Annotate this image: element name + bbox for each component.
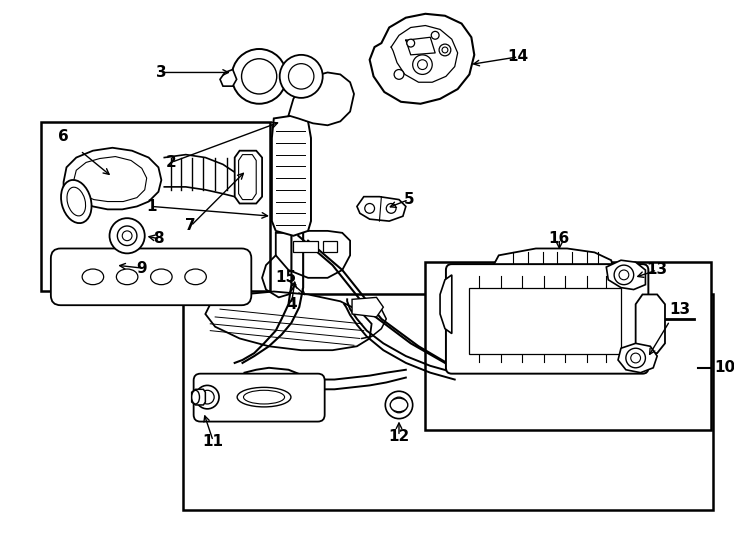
Circle shape — [365, 204, 374, 213]
Bar — [323, 241, 338, 252]
Bar — [41, 123, 270, 291]
Text: 1: 1 — [146, 199, 157, 214]
Ellipse shape — [117, 269, 138, 285]
FancyBboxPatch shape — [446, 264, 648, 374]
Text: 14: 14 — [508, 49, 529, 64]
Circle shape — [439, 44, 451, 56]
Bar — [183, 294, 713, 510]
Text: 9: 9 — [137, 260, 147, 275]
Ellipse shape — [82, 269, 103, 285]
Ellipse shape — [150, 269, 172, 285]
Ellipse shape — [244, 390, 285, 404]
Text: 10: 10 — [714, 360, 734, 375]
Text: 15: 15 — [275, 271, 296, 285]
Circle shape — [631, 353, 641, 363]
Ellipse shape — [185, 269, 206, 285]
Circle shape — [195, 386, 219, 409]
Polygon shape — [276, 231, 350, 278]
Text: 16: 16 — [549, 231, 570, 246]
Ellipse shape — [61, 180, 92, 223]
Text: 6: 6 — [58, 129, 69, 144]
Circle shape — [280, 55, 323, 98]
Polygon shape — [440, 275, 452, 334]
Bar — [426, 262, 711, 430]
Text: 3: 3 — [156, 65, 167, 80]
Polygon shape — [235, 151, 262, 204]
Ellipse shape — [67, 187, 86, 216]
Polygon shape — [357, 197, 406, 221]
Polygon shape — [352, 298, 383, 317]
Text: 12: 12 — [388, 429, 410, 444]
Polygon shape — [192, 389, 206, 405]
Text: 4: 4 — [286, 296, 297, 312]
Polygon shape — [272, 116, 311, 236]
Polygon shape — [606, 260, 645, 289]
Polygon shape — [206, 292, 371, 350]
Text: 13: 13 — [647, 262, 668, 278]
Circle shape — [386, 204, 396, 213]
Circle shape — [391, 397, 407, 413]
Text: 7: 7 — [186, 219, 196, 233]
Polygon shape — [288, 72, 354, 125]
FancyBboxPatch shape — [194, 374, 324, 422]
Polygon shape — [64, 148, 161, 210]
Text: 5: 5 — [404, 192, 414, 207]
Circle shape — [288, 64, 314, 89]
Circle shape — [123, 231, 132, 241]
Circle shape — [241, 59, 277, 94]
Text: 11: 11 — [203, 434, 224, 449]
Circle shape — [385, 392, 413, 418]
Polygon shape — [370, 14, 474, 104]
Polygon shape — [618, 343, 657, 373]
Circle shape — [109, 218, 145, 253]
Text: 8: 8 — [153, 231, 164, 246]
Circle shape — [200, 390, 214, 404]
Ellipse shape — [192, 390, 200, 404]
Polygon shape — [239, 154, 256, 200]
Circle shape — [432, 31, 439, 39]
FancyBboxPatch shape — [51, 248, 251, 305]
Text: 2: 2 — [166, 155, 176, 170]
Circle shape — [232, 49, 286, 104]
Circle shape — [418, 60, 427, 70]
Polygon shape — [491, 248, 614, 292]
Text: 13: 13 — [669, 302, 690, 316]
Circle shape — [619, 270, 629, 280]
Polygon shape — [220, 70, 236, 86]
Circle shape — [117, 226, 137, 246]
Bar — [294, 241, 318, 252]
Circle shape — [394, 70, 404, 79]
Polygon shape — [636, 294, 665, 353]
Circle shape — [413, 55, 432, 75]
Circle shape — [442, 47, 448, 53]
Ellipse shape — [237, 387, 291, 407]
Circle shape — [407, 39, 415, 47]
Bar — [470, 288, 621, 354]
Ellipse shape — [390, 398, 408, 412]
Circle shape — [626, 348, 645, 368]
Circle shape — [614, 265, 633, 285]
